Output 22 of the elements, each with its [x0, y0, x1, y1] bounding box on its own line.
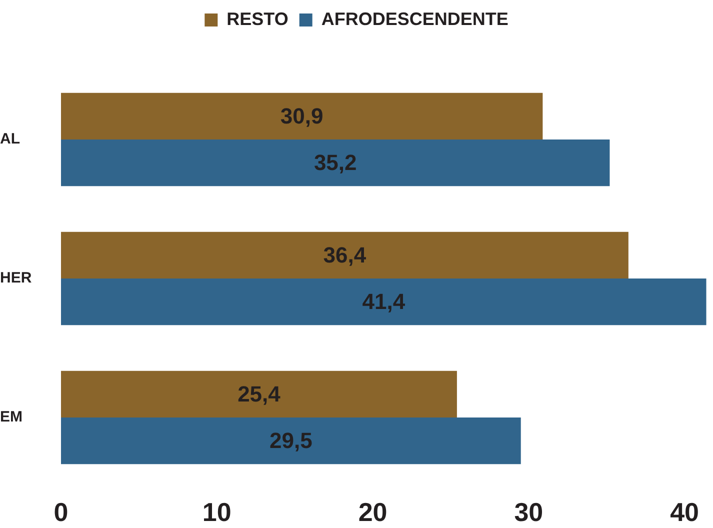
bar	[61, 92, 543, 140]
legend-label: AFRODESCENDENTE	[321, 8, 508, 29]
legend-label: RESTO	[226, 8, 288, 29]
data-label: 29,5	[270, 428, 312, 453]
data-label: 35,2	[314, 150, 357, 175]
bar	[61, 418, 521, 464]
x-tick-label: 10	[202, 497, 232, 528]
bar	[61, 278, 706, 326]
data-label: 30,9	[280, 103, 324, 128]
bar	[61, 370, 457, 418]
y-tick-label: EM	[0, 408, 22, 426]
x-tick-label: 30	[514, 497, 544, 528]
x-tick-label: 0	[54, 497, 68, 528]
x-tick-label: 20	[358, 497, 388, 528]
y-tick-label: HER	[0, 270, 32, 287]
bar	[61, 232, 628, 278]
bar	[61, 140, 610, 186]
y-tick-label: AL	[0, 130, 20, 148]
data-label: 41,4	[362, 288, 406, 314]
x-tick-label: 40	[670, 497, 699, 528]
data-label: 36,4	[323, 242, 367, 268]
data-label: 25,4	[238, 381, 282, 406]
